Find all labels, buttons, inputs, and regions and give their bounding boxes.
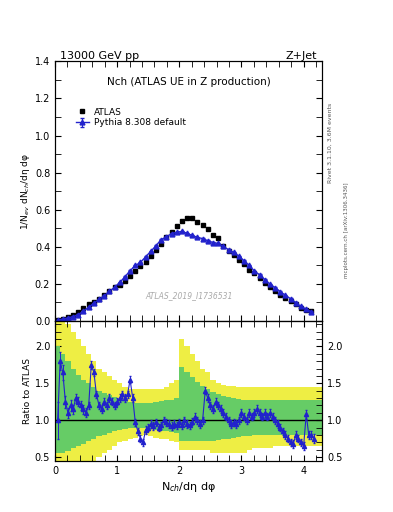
- ATLAS: [133, 268, 138, 274]
- ATLAS: [221, 243, 226, 249]
- ATLAS: [216, 235, 220, 241]
- ATLAS: [185, 215, 189, 221]
- Y-axis label: Ratio to ATLAS: Ratio to ATLAS: [23, 358, 32, 424]
- ATLAS: [278, 292, 283, 298]
- Text: Z+Jet: Z+Jet: [285, 51, 317, 61]
- ATLAS: [237, 258, 241, 264]
- ATLAS: [128, 273, 132, 280]
- ATLAS: [268, 284, 272, 290]
- ATLAS: [61, 316, 65, 322]
- Text: Rivet 3.1.10, 3.6M events: Rivet 3.1.10, 3.6M events: [328, 103, 333, 183]
- Y-axis label: 1/N$_{ev}$ dN$_{ch}$/dη dφ: 1/N$_{ev}$ dN$_{ch}$/dη dφ: [19, 153, 32, 229]
- ATLAS: [118, 282, 122, 288]
- ATLAS: [180, 218, 184, 224]
- Line: ATLAS: ATLAS: [55, 216, 314, 323]
- ATLAS: [66, 314, 70, 321]
- ATLAS: [206, 226, 210, 232]
- ATLAS: [138, 263, 143, 269]
- ATLAS: [174, 223, 179, 229]
- ATLAS: [76, 309, 81, 315]
- Legend: ATLAS, Pythia 8.308 default: ATLAS, Pythia 8.308 default: [73, 105, 188, 130]
- ATLAS: [200, 222, 205, 228]
- Text: ATLAS_2019_I1736531: ATLAS_2019_I1736531: [145, 291, 232, 300]
- ATLAS: [164, 234, 169, 241]
- ATLAS: [273, 288, 277, 294]
- ATLAS: [283, 294, 288, 301]
- Text: mcplots.cern.ch [arXiv:1306.3436]: mcplots.cern.ch [arXiv:1306.3436]: [344, 183, 349, 278]
- ATLAS: [288, 298, 293, 304]
- ATLAS: [102, 292, 107, 298]
- ATLAS: [143, 259, 148, 265]
- Text: Nch (ATLAS UE in Z production): Nch (ATLAS UE in Z production): [107, 77, 270, 87]
- ATLAS: [107, 288, 112, 294]
- ATLAS: [112, 284, 117, 290]
- ATLAS: [294, 301, 298, 307]
- ATLAS: [92, 299, 96, 305]
- ATLAS: [226, 248, 231, 254]
- ATLAS: [195, 219, 200, 225]
- ATLAS: [231, 252, 236, 258]
- ATLAS: [247, 267, 252, 273]
- ATLAS: [252, 270, 257, 276]
- ATLAS: [169, 229, 174, 235]
- ATLAS: [257, 275, 262, 281]
- ATLAS: [159, 241, 163, 247]
- ATLAS: [149, 253, 153, 259]
- ATLAS: [81, 305, 86, 311]
- ATLAS: [71, 312, 75, 318]
- ATLAS: [211, 231, 215, 238]
- ATLAS: [304, 307, 309, 313]
- ATLAS: [97, 296, 101, 303]
- ATLAS: [309, 308, 314, 314]
- ATLAS: [123, 278, 127, 284]
- ATLAS: [154, 247, 158, 253]
- ATLAS: [86, 301, 91, 307]
- ATLAS: [299, 305, 303, 311]
- ATLAS: [263, 280, 267, 286]
- ATLAS: [242, 261, 246, 267]
- Text: 13000 GeV pp: 13000 GeV pp: [61, 51, 140, 61]
- X-axis label: N$_{ch}$/dη dφ: N$_{ch}$/dη dφ: [161, 480, 216, 494]
- ATLAS: [190, 215, 195, 221]
- ATLAS: [55, 317, 60, 323]
